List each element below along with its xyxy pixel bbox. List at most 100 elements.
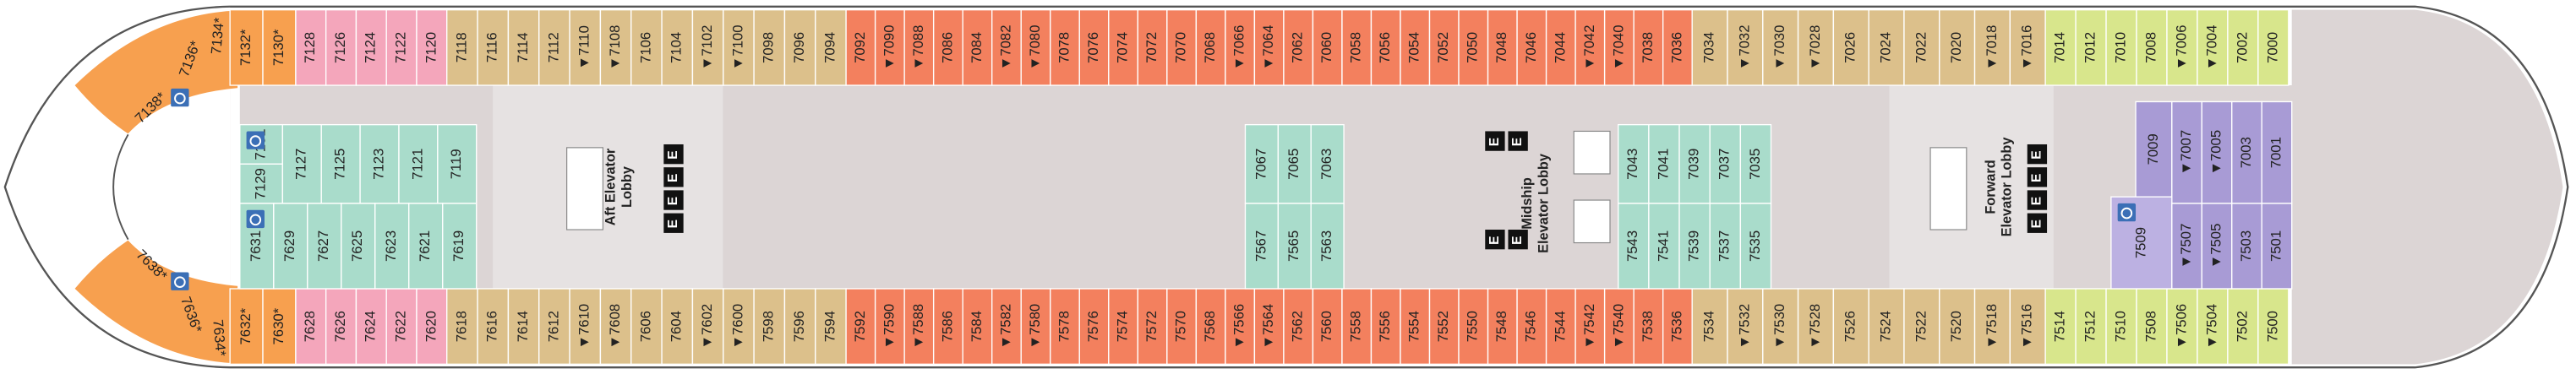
cabin-number: 7538 — [1640, 311, 1656, 342]
cabin — [1709, 123, 1742, 204]
cabin-number: 7104 — [669, 32, 685, 63]
cabin-number: ▼7608 — [607, 304, 623, 350]
cabin-number: 7094 — [821, 32, 838, 63]
cabin — [753, 8, 786, 86]
cabin-number: 7554 — [1406, 311, 1422, 342]
cabin-number: 7046 — [1523, 32, 1539, 63]
cabin — [1868, 288, 1905, 366]
cabin-number: ▼7610 — [576, 304, 592, 350]
cabin-number: 7578 — [1056, 311, 1072, 342]
cabin — [903, 288, 935, 366]
cabin-number: 7565 — [1285, 230, 1302, 262]
cabin — [569, 288, 602, 366]
lobby-label: Elevator Lobby — [2000, 138, 2015, 237]
cabin — [1195, 288, 1226, 366]
cabin — [2261, 100, 2293, 204]
cabin-number: 7114 — [515, 32, 531, 62]
cabin-number: 7624 — [363, 311, 379, 342]
cabin-number: 7508 — [2142, 311, 2158, 342]
cabin — [1341, 288, 1373, 366]
cabin-number: 7567 — [1253, 230, 1269, 262]
cabin-number: ▼7064 — [1260, 25, 1276, 71]
cabin — [1739, 123, 1772, 204]
cabin — [599, 288, 632, 366]
cabin — [991, 288, 1022, 366]
cabin — [1370, 288, 1401, 366]
cabin — [2009, 288, 2046, 366]
cabin-number: ▼7016 — [2019, 25, 2035, 71]
cabin — [962, 8, 993, 86]
cabin-number: 7121 — [409, 149, 425, 180]
elevator-label: E — [2030, 197, 2044, 205]
cabin-number: 7503 — [2238, 230, 2254, 262]
accessible-icon — [171, 88, 189, 107]
cabin — [1868, 8, 1905, 86]
cabin-number: 7070 — [1173, 32, 1189, 63]
cabin — [1575, 8, 1606, 86]
cabin-number: ▼7540 — [1610, 304, 1626, 350]
cabin-number: ▼7028 — [1807, 25, 1823, 71]
cabin — [723, 8, 755, 86]
cabin-number: 7124 — [363, 32, 379, 63]
cabin-number: 7084 — [969, 32, 985, 63]
fwd-lobby — [1889, 85, 2054, 289]
cabin-number: 7576 — [1085, 311, 1101, 342]
cabin — [239, 163, 284, 204]
cabin-number: 7058 — [1348, 32, 1364, 63]
cabin-number: 7572 — [1143, 311, 1160, 342]
elevator-label: E — [666, 220, 680, 228]
cabin-number: 7038 — [1640, 32, 1656, 63]
cabin-number: ▼7042 — [1581, 25, 1597, 71]
cabin — [273, 203, 308, 290]
cabin — [2257, 8, 2289, 86]
cabin — [398, 123, 439, 204]
cabin — [1253, 288, 1285, 366]
cabin — [1458, 288, 1489, 366]
lobby-label: Lobby — [619, 166, 635, 208]
cabin-number: 7584 — [969, 311, 985, 342]
cabin-number: 7586 — [939, 311, 955, 342]
cabin-number: 7132* — [237, 29, 254, 66]
cabin — [1691, 288, 1728, 366]
cabin-number: 7619 — [450, 230, 467, 262]
elevator — [663, 213, 684, 233]
cabin-number: 7125 — [332, 149, 348, 180]
cabin-number: 7631 — [248, 230, 264, 262]
cabin — [1277, 123, 1312, 204]
cabin — [1939, 8, 1976, 86]
cabin-number: 7002 — [2234, 32, 2250, 63]
cabin — [374, 203, 410, 290]
cabin — [1487, 8, 1518, 86]
cabin-number: ▼7110 — [576, 25, 592, 69]
cabin — [1020, 8, 1051, 86]
cabin — [2231, 203, 2262, 290]
cabin — [1312, 8, 1343, 86]
cabin — [1545, 8, 1576, 86]
cabin-number: ▼7582 — [997, 304, 1013, 350]
cabin-number: 7024 — [1877, 32, 1893, 63]
cabin-number: 7000 — [2264, 32, 2280, 63]
cabin — [723, 288, 755, 366]
cabin-number: 7020 — [1948, 32, 1964, 63]
cabin-number: 7627 — [315, 230, 331, 262]
cabin-number: 7614 — [515, 311, 531, 342]
cabin — [262, 8, 297, 86]
cabin — [2136, 288, 2168, 366]
cabin — [1244, 123, 1280, 204]
cabin — [477, 288, 510, 366]
cabin-number: ▼7566 — [1231, 304, 1247, 350]
cabin — [507, 8, 540, 86]
cabin — [1108, 8, 1138, 86]
lobby-label: Forward — [1983, 160, 1998, 214]
cabin — [1487, 288, 1518, 366]
elevator — [2027, 167, 2048, 187]
cabin — [385, 8, 418, 86]
cabin-number: 7092 — [852, 32, 868, 63]
cabin — [783, 8, 816, 86]
cabin — [1400, 288, 1431, 366]
cabin-number: 7594 — [821, 311, 838, 342]
elevator — [2027, 144, 2048, 165]
cabin — [1225, 8, 1256, 86]
cabin — [325, 288, 357, 366]
cabin-number: 7022 — [1913, 32, 1929, 63]
